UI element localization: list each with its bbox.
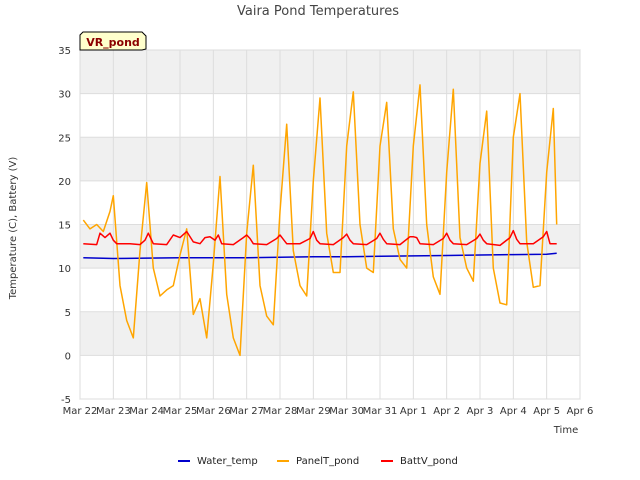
badge-box xyxy=(79,31,147,51)
x-tick-label: Apr 2 xyxy=(433,406,460,417)
x-tick-label: Mar 28 xyxy=(263,406,298,417)
y-tick-label: 5 xyxy=(65,308,71,319)
legend: Water_temp PanelT_pond BattV_pond xyxy=(178,456,458,467)
series-line-panelt-pond xyxy=(82,84,558,357)
plot-band xyxy=(80,224,580,269)
badge: VR_pond xyxy=(79,31,147,51)
badge-label: VR_pond xyxy=(86,36,140,49)
x-tick-label: Mar 27 xyxy=(229,406,264,417)
y-tick-label: 30 xyxy=(58,90,71,101)
legend-label: Water_temp xyxy=(197,456,258,467)
x-tick-label: Apr 4 xyxy=(500,406,527,417)
series-line-battv-pond xyxy=(83,229,557,247)
x-tick-label: Apr 1 xyxy=(400,406,427,417)
legend-label: BattV_pond xyxy=(400,456,458,467)
x-tick-label: Mar 30 xyxy=(329,406,364,417)
grid-lines xyxy=(79,49,581,400)
x-tick-label: Apr 5 xyxy=(533,406,560,417)
plot-band xyxy=(80,137,580,181)
x-tick-label: Mar 22 xyxy=(63,406,98,417)
x-tick-label: Mar 24 xyxy=(129,406,164,417)
series-lines xyxy=(82,84,558,357)
x-tick-label: Apr 3 xyxy=(467,406,494,417)
y-tick-label: 35 xyxy=(58,46,71,57)
y-tick-label: 20 xyxy=(58,177,71,188)
x-tick-label: Mar 29 xyxy=(296,406,331,417)
y-axis-label: Temperature (C), Battery (V) xyxy=(8,157,19,301)
y-tick-label: 10 xyxy=(58,264,71,275)
x-tick-label: Mar 25 xyxy=(163,406,198,417)
x-tick-label: Mar 26 xyxy=(196,406,231,417)
y-tick-label: -5 xyxy=(61,395,71,406)
y-tick-label: 0 xyxy=(65,351,71,362)
plot-band xyxy=(80,311,580,356)
x-tick-label: Mar 31 xyxy=(363,406,398,417)
legend-label: PanelT_pond xyxy=(296,456,359,467)
x-tick-label: Apr 6 xyxy=(567,406,594,417)
y-tick-label: 25 xyxy=(58,133,71,144)
y-tick-labels: -5 0 5 10 15 20 25 30 35 xyxy=(58,46,71,406)
x-axis-label: Time xyxy=(553,425,578,436)
y-tick-label: 15 xyxy=(58,221,71,232)
chart-title: Vaira Pond Temperatures xyxy=(237,4,399,19)
plot-band xyxy=(80,50,580,94)
x-tick-label: Mar 23 xyxy=(96,406,131,417)
